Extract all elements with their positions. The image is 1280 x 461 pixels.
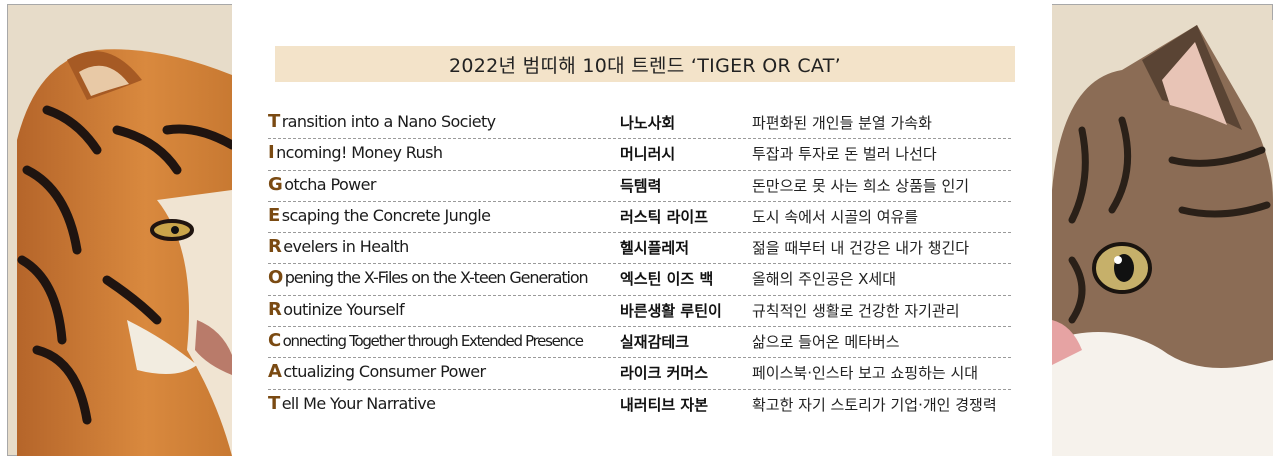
cat-image	[1052, 20, 1273, 456]
trend-initial: G	[268, 173, 283, 195]
trend-korean: 머니러시	[620, 145, 676, 164]
trend-description: 돈만으로 못 사는 희소 상품들 인기	[752, 176, 970, 195]
trend-english-rest: scaping the Concrete Jungle	[281, 205, 491, 225]
trend-initial: C	[268, 330, 281, 352]
trend-description: 파편화된 개인들 분열 가속화	[752, 114, 932, 132]
trend-initial: O	[268, 267, 283, 289]
trend-english-rest: evelers in Health	[283, 237, 409, 257]
trend-description: 규칙적인 생활로 건강한 자기관리	[752, 301, 960, 320]
trend-korean: 득템력	[620, 176, 662, 195]
trend-initial: T	[268, 111, 280, 132]
trend-description: 확고한 자기 스토리가 기업·개인 경쟁력	[752, 395, 997, 414]
trend-description: 올해의 주인공은 X세대	[752, 270, 897, 289]
trend-korean: 실재감테크	[620, 333, 690, 352]
trend-initial: R	[268, 236, 282, 258]
trend-description: 투잡과 투자로 돈 벌러 나선다	[752, 145, 937, 164]
trend-description: 페이스북·인스타 보고 쇼핑하는 시대	[752, 364, 979, 383]
trend-initial: T	[268, 392, 280, 414]
trend-english-rest: ncoming! Money Rush	[276, 143, 443, 163]
trend-description: 삶으로 들어온 메타버스	[752, 333, 900, 352]
trend-english-rest: otcha Power	[284, 174, 376, 194]
trend-korean: 바른생활 루틴이	[620, 301, 722, 320]
tiger-image	[17, 49, 232, 456]
trend-english-rest: ransition into a Nano Society	[281, 112, 496, 131]
trend-english-rest: outinize Yourself	[283, 299, 405, 319]
trend-english-rest: pening the X-Files on the X-teen Generat…	[284, 268, 589, 288]
trend-initial: I	[268, 142, 275, 164]
page-title: 2022년 범띠해 10대 트렌드 ‘TIGER OR CAT’	[275, 46, 1015, 82]
trend-korean: 엑스틴 이즈 백	[620, 270, 714, 289]
trend-korean: 러스틱 라이프	[620, 207, 709, 226]
trend-korean: 라이크 커머스	[620, 364, 709, 383]
trend-description: 젊을 때부터 내 건강은 내가 챙긴다	[752, 239, 970, 258]
trend-english-rest: ctualizing Consumer Power	[283, 362, 486, 382]
trend-english-rest: onnecting Together through Extended Pres…	[282, 332, 584, 351]
trend-korean: 헬시플레저	[620, 239, 690, 258]
trend-initial: A	[268, 361, 282, 383]
trend-korean: 나노사회	[620, 114, 676, 132]
trend-english-rest: ell Me Your Narrative	[281, 393, 436, 413]
trend-korean: 내러티브 자본	[620, 395, 709, 414]
trend-description: 도시 속에서 시골의 여유를	[752, 207, 919, 226]
trend-initial: R	[268, 298, 282, 320]
trend-initial: E	[268, 204, 280, 226]
